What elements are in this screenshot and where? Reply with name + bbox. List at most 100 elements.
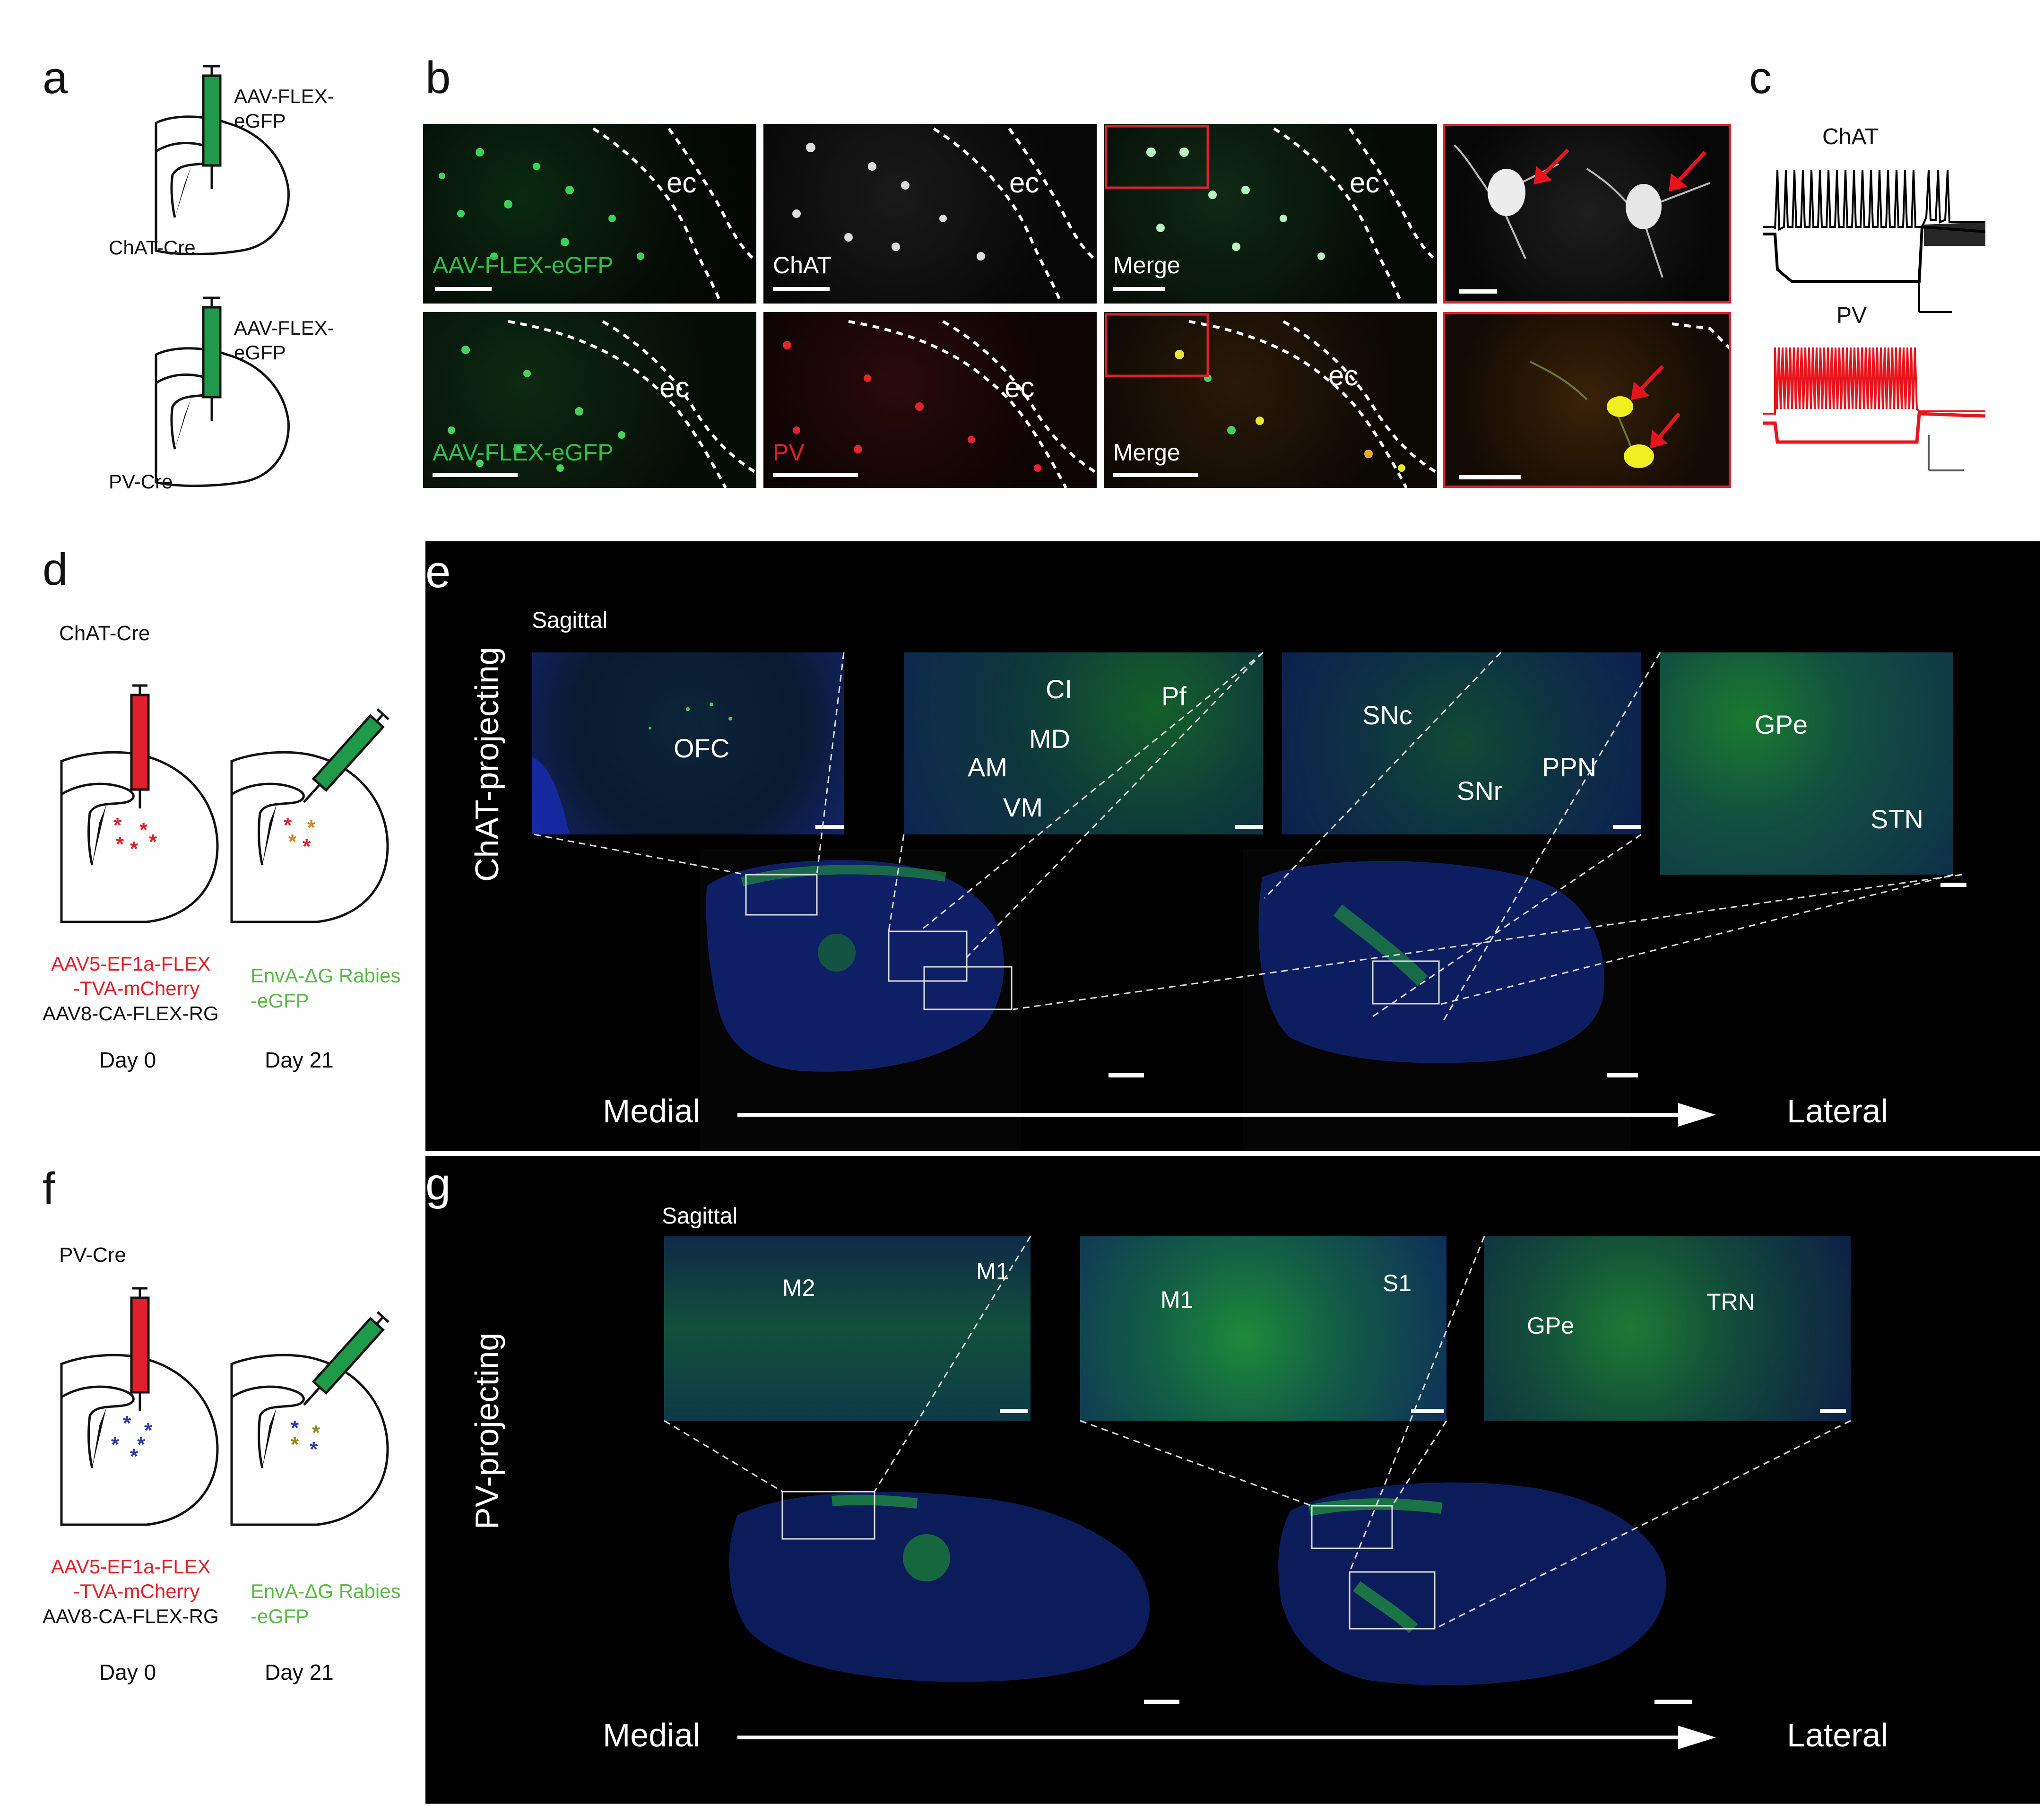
svg-text:*: * <box>116 833 124 856</box>
b-scale-bar-5 <box>433 473 518 477</box>
svg-text:*: * <box>284 814 292 837</box>
b-scale-bar-7 <box>1113 473 1198 477</box>
e-scale-bar-5 <box>1109 1073 1144 1077</box>
d-mouse-label: ChAT-Cre <box>59 622 150 645</box>
e-label-snr: SNr <box>1457 776 1503 806</box>
b-ec-label-6: ec <box>1328 360 1359 391</box>
e-sagittal-medial <box>700 849 1021 1151</box>
b-scale-bar-4 <box>1459 289 1497 294</box>
panel-label-d: d <box>43 544 68 595</box>
e-zoom-connectors <box>534 651 1962 1024</box>
g-sagittal-lateral <box>1278 1482 1666 1685</box>
b-scale-bar-2 <box>773 287 830 291</box>
e-scale-bar-1 <box>815 825 844 829</box>
g-lateral-label: Lateral <box>1787 1717 1888 1754</box>
g-scale-bar-4 <box>1144 1700 1179 1704</box>
f-rabies-line1: EnvA-ΔG Rabies <box>251 1580 401 1602</box>
e-label-ppn: PPN <box>1542 752 1597 782</box>
b-channel-label-merge-1: Merge <box>1113 252 1180 278</box>
f-virus2: AAV8-CA-FLEX-RG <box>43 1605 219 1627</box>
g-label-gpe: GPe <box>1527 1312 1575 1339</box>
b-micrograph-gfp-pv: ec AAV-FLEX-eGFP <box>423 312 756 488</box>
g-scale-bar-1 <box>1000 1409 1028 1413</box>
d-brain-injection-day21: * ** * <box>230 708 390 923</box>
b-scale-bar-8 <box>1459 475 1521 479</box>
d-virus2: AAV8-CA-FLEX-RG <box>43 1002 219 1025</box>
g-label-s1: S1 <box>1383 1270 1412 1296</box>
f-rabies-line2: -eGFP <box>251 1605 309 1627</box>
panel-label-f: f <box>43 1163 55 1214</box>
panel-label-a: a <box>43 52 68 103</box>
e-medial-lateral-arrow <box>737 1103 1716 1127</box>
b-scale-bar-6 <box>773 473 858 477</box>
svg-text:*: * <box>291 1433 299 1456</box>
panel-label-e: e <box>425 547 451 597</box>
svg-text:*: * <box>303 835 311 858</box>
e-label-pf: Pf <box>1161 681 1187 711</box>
a-mouse-label-top: ChAT-Cre <box>109 236 196 259</box>
b-micrograph-merge-pv: ec Merge <box>1104 312 1437 488</box>
g-label-m1-b: M1 <box>1161 1286 1194 1313</box>
a-mouse-label-bottom: PV-Cre <box>109 470 173 493</box>
e-panel-background: e Sagittal ChAT-projecting OFC CI Pf MD … <box>425 541 2040 1151</box>
g-scale-bar-3 <box>1820 1409 1846 1413</box>
b-micrograph-gfp-chat: ec AAV-FLEX-eGFP <box>423 124 756 304</box>
b-channel-label-pv: PV <box>773 439 805 466</box>
e-label-ofc: OFC <box>674 733 730 763</box>
e-label-ci: CI <box>1046 674 1072 704</box>
g-panel-background: g Sagittal PV-projecting M2 M1 M1 S1 GPe… <box>425 1156 2040 1804</box>
e-plane-label: Sagittal <box>532 608 608 633</box>
b-micrograph-pv: ec PV <box>763 312 1097 488</box>
svg-text:*: * <box>291 1416 299 1440</box>
brain-schematic-chat-cre <box>155 65 290 255</box>
d-brain-injection-day0: * ** * * <box>60 684 219 923</box>
b-ec-label-3: ec <box>1350 167 1380 199</box>
svg-text:*: * <box>288 830 297 853</box>
a-virus-label-top-1: AAV-FLEX- <box>234 85 334 107</box>
g-zoom-connectors <box>664 1236 1851 1630</box>
e-label-am: AM <box>968 752 1007 782</box>
b-micrograph-chat: ec ChAT <box>763 124 1097 304</box>
svg-text:*: * <box>310 1438 318 1461</box>
e-scale-bar-6 <box>1607 1073 1638 1077</box>
a-virus-label-top-2: eGFP <box>234 110 286 132</box>
e-scale-bar-3 <box>1613 825 1641 829</box>
f-mouse-label: PV-Cre <box>59 1243 126 1267</box>
e-sagittal-lateral <box>1243 849 1631 1151</box>
svg-text:*: * <box>149 830 157 853</box>
g-plane-label: Sagittal <box>662 1204 738 1229</box>
g-label-m2: M2 <box>782 1275 815 1301</box>
e-scale-bar-4 <box>1940 883 1966 887</box>
g-scale-bar-2 <box>1411 1409 1444 1413</box>
panel-label-c: c <box>1749 52 1772 103</box>
e-lateral-label: Lateral <box>1787 1093 1888 1129</box>
f-day0: Day 0 <box>99 1660 156 1684</box>
svg-text:*: * <box>111 1433 120 1456</box>
b-channel-label-gfp-1: AAV-FLEX-eGFP <box>433 252 614 278</box>
svg-text:*: * <box>123 1412 131 1435</box>
b-scale-bar-1 <box>435 287 492 291</box>
e-label-gpe: GPe <box>1755 710 1808 739</box>
g-inset-motor: M2 M1 <box>664 1236 1031 1421</box>
g-medial-lateral-arrow <box>737 1726 1716 1749</box>
g-medial-label: Medial <box>603 1717 701 1754</box>
g-sagittal-medial <box>729 1491 1150 1682</box>
e-label-vm: VM <box>1003 792 1043 822</box>
g-scale-bar-5 <box>1654 1700 1692 1704</box>
b-scale-bar-3 <box>1113 287 1165 291</box>
f-virus1-line1: AAV5-EF1a-FLEX <box>51 1555 211 1578</box>
b-inset-pv-zoom <box>1443 312 1731 488</box>
e-inset-midbrain: SNc SNr PPN <box>1282 652 1641 834</box>
c-trace-chat <box>1763 170 1985 313</box>
c-trace-label-pv: PV <box>1836 303 1867 328</box>
f-brain-injection-day0: * ** ** <box>60 1287 219 1526</box>
b-ec-label-5: ec <box>1005 372 1035 403</box>
g-label-trn: TRN <box>1706 1289 1755 1315</box>
e-scale-bar-2 <box>1235 825 1263 829</box>
e-label-md: MD <box>1029 724 1071 754</box>
d-rabies-line2: -eGFP <box>251 990 309 1012</box>
svg-text:*: * <box>139 818 148 842</box>
e-medial-label: Medial <box>603 1093 701 1129</box>
c-trace-label-chat: ChAT <box>1822 124 1879 149</box>
d-rabies-line1: EnvA-ΔG Rabies <box>251 964 401 987</box>
